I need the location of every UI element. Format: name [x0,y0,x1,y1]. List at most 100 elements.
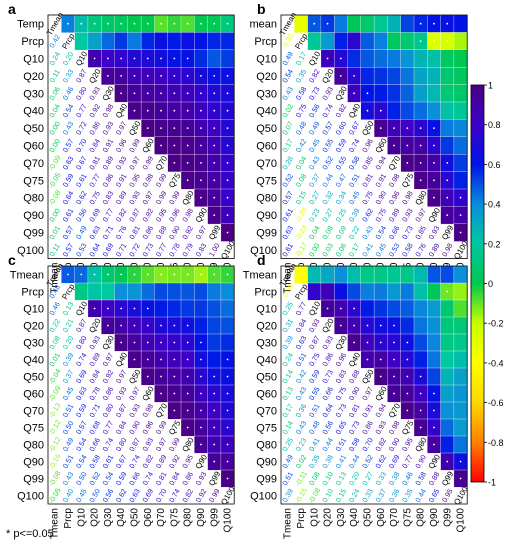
correlation-value: 0.08 [47,334,62,351]
panel-frame [280,14,468,260]
heat-cell [440,299,455,318]
significance-marker [446,460,449,463]
correlation-value: 0.69 [100,242,115,259]
correlation-value: 0.93 [194,470,209,487]
heat-cell [387,67,402,86]
significance-marker [93,57,96,60]
heat-cell [453,67,468,86]
significance-marker [406,162,409,164]
significance-marker [173,324,176,327]
correlation-value: 0.59 [61,172,76,189]
significance-marker [160,341,162,344]
correlation-value: 0.50 [61,419,76,436]
correlation-value: -0.04 [47,367,63,386]
significance-marker [160,57,162,60]
correlation-value: 0.15 [333,487,348,504]
correlation-value: 0.73 [400,224,415,241]
colorbar-tick-label: -0.4 [488,358,504,368]
significance-marker [80,273,83,276]
significance-marker [186,179,189,182]
diagonal-label: Q50 [360,119,376,137]
heat-cell [427,316,442,335]
heat-cell [427,84,442,103]
row-label: Q30 [256,88,277,100]
significance-marker [173,75,176,77]
significance-marker [173,341,176,344]
heat-cell [440,119,455,138]
significance-marker [133,358,136,361]
correlation-value: 0.27 [320,207,335,224]
correlation-value: 0.28 [280,155,295,172]
correlation-value: 0.00 [47,120,62,137]
significance-marker [326,57,329,60]
correlation-value: 0.04 [47,102,62,119]
correlation-value: 0.62 [360,207,375,224]
significance-marker [213,375,216,378]
colorbar-tick-label: 0.8 [488,120,501,130]
correlation-value: 0.98 [100,102,115,119]
correlation-value: 0.42 [294,368,309,385]
correlation-value: 0.78 [167,242,182,259]
correlation-value: 0.71 [100,224,115,241]
heat-cell [220,282,235,301]
diagonal-label: Q30 [101,333,117,351]
significance-marker [379,324,382,327]
correlation-value: 0.99 [154,172,169,189]
correlation-value: 0.45 [61,385,76,402]
correlation-value: 0.86 [360,419,375,436]
correlation-value: 0.15 [294,189,309,206]
correlation-value: 0.79 [180,242,195,259]
correlation-value: 0.73 [140,242,155,259]
significance-marker [213,144,216,147]
significance-marker [186,426,189,429]
correlation-value: 0.77 [294,300,309,317]
significance-marker [200,179,202,182]
significance-marker [173,57,176,60]
column-label: Q30 [336,508,347,527]
significance-marker [173,109,176,112]
correlation-value: 0.59 [114,470,129,487]
heat-cell [360,282,375,301]
heat-cell [360,32,375,51]
heat-cell [307,265,322,284]
row-label: Q80 [256,193,277,205]
correlation-value: 0.82 [373,436,388,453]
diagonal-label: Prcp [293,282,309,301]
significance-marker [433,22,435,25]
significance-marker [106,273,109,276]
correlation-value: 0.54 [74,436,89,453]
correlation-value: 0.14 [280,368,295,385]
heat-cell [360,67,375,86]
heat-cell [440,316,455,335]
correlation-value: 0.43 [360,224,375,241]
correlation-value: 0.66 [320,385,335,402]
colorbar-tick-label: 0.2 [488,239,501,249]
diagonal-label: Q80 [180,189,196,207]
correlation-value: 0.51 [280,470,295,487]
heat-cell [180,299,195,318]
correlation-value: 0.73 [347,419,362,436]
significance-marker [339,57,342,60]
correlation-value: 0.88 [154,224,169,241]
significance-marker [419,22,422,25]
correlation-value: 0.75 [87,189,102,206]
correlation-value: 0.92 [194,487,209,504]
heat-cell [427,67,442,86]
heat-cell [87,32,102,51]
correlation-value: 0.72 [127,242,142,259]
significance-marker [186,127,189,129]
heat-cell [180,282,195,301]
heat-cell [373,299,388,318]
heat-cell [453,384,468,403]
correlation-value: 0.52 [360,453,375,470]
correlation-value: 0.64 [320,402,335,419]
correlation-value: 0.49 [307,120,322,137]
colorbar-tick-label: -1 [488,478,496,488]
diagonal-label: Q70 [154,401,170,419]
correlation-value: 0.49 [280,50,295,67]
heat-cell [387,84,402,103]
column-label: Q20 [323,508,334,527]
correlation-value: -0.09 [47,154,63,173]
correlation-value: 0.80 [74,85,89,102]
correlation-value: 0.53 [74,242,89,259]
